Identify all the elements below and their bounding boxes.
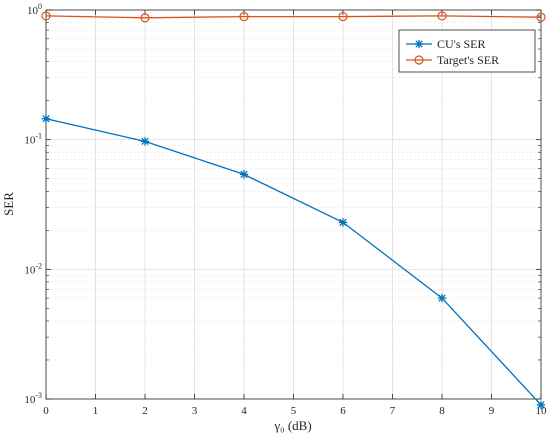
x-tick-label: 0 [43,405,49,417]
series-0-point [338,218,348,227]
series-line-1 [45,15,542,19]
series-1-point [239,11,249,22]
series-line-0 [45,118,542,406]
y-tick-label: 10-1 [24,132,42,147]
x-tick-label: 2 [142,405,148,417]
x-axis-label: γ₀ (dB) [273,418,311,433]
series-1-point [437,11,447,21]
axis-ticks [45,9,542,400]
y-axis-label: SER [1,192,16,216]
legend-marker-1 [414,55,424,65]
x-tick-label: 1 [93,405,99,417]
x-tick-label: 10 [536,405,548,417]
x-tick-labels: 0 1 2 3 4 5 6 7 8 9 10 [43,405,547,417]
legend-label-1: Target's SER [437,53,499,67]
series-1-point [536,12,546,22]
series-layer [41,11,546,410]
legend-label-0: CU's SER [437,37,486,51]
legend-marker-0 [414,39,424,49]
y-tick-label: 10-2 [24,261,42,276]
x-tick-label: 7 [390,405,396,417]
series-0-point [41,114,51,123]
x-tick-label: 6 [340,405,346,417]
legend: CU's SER Target's SER [398,29,536,73]
series-0-point [239,170,249,179]
legend-items: CU's SER Target's SER [406,37,499,67]
series-1-point [338,11,348,22]
series-0-point [536,400,546,410]
series-1-point [140,13,150,23]
x-tick-label: 8 [439,405,445,417]
x-tick-label: 4 [241,405,247,417]
legend-box [398,29,536,73]
series-1-point [41,11,51,21]
y-tick-labels: 10-3 10-2 10-1 100 [24,2,42,406]
y-tick-label: 10-3 [24,391,42,406]
x-tick-label: 3 [192,405,198,417]
series-0-point [140,137,150,146]
x-tick-label: 5 [291,405,297,417]
series-0-point [437,293,447,303]
x-tick-label: 9 [489,405,495,417]
y-tick-label: 100 [27,2,42,17]
